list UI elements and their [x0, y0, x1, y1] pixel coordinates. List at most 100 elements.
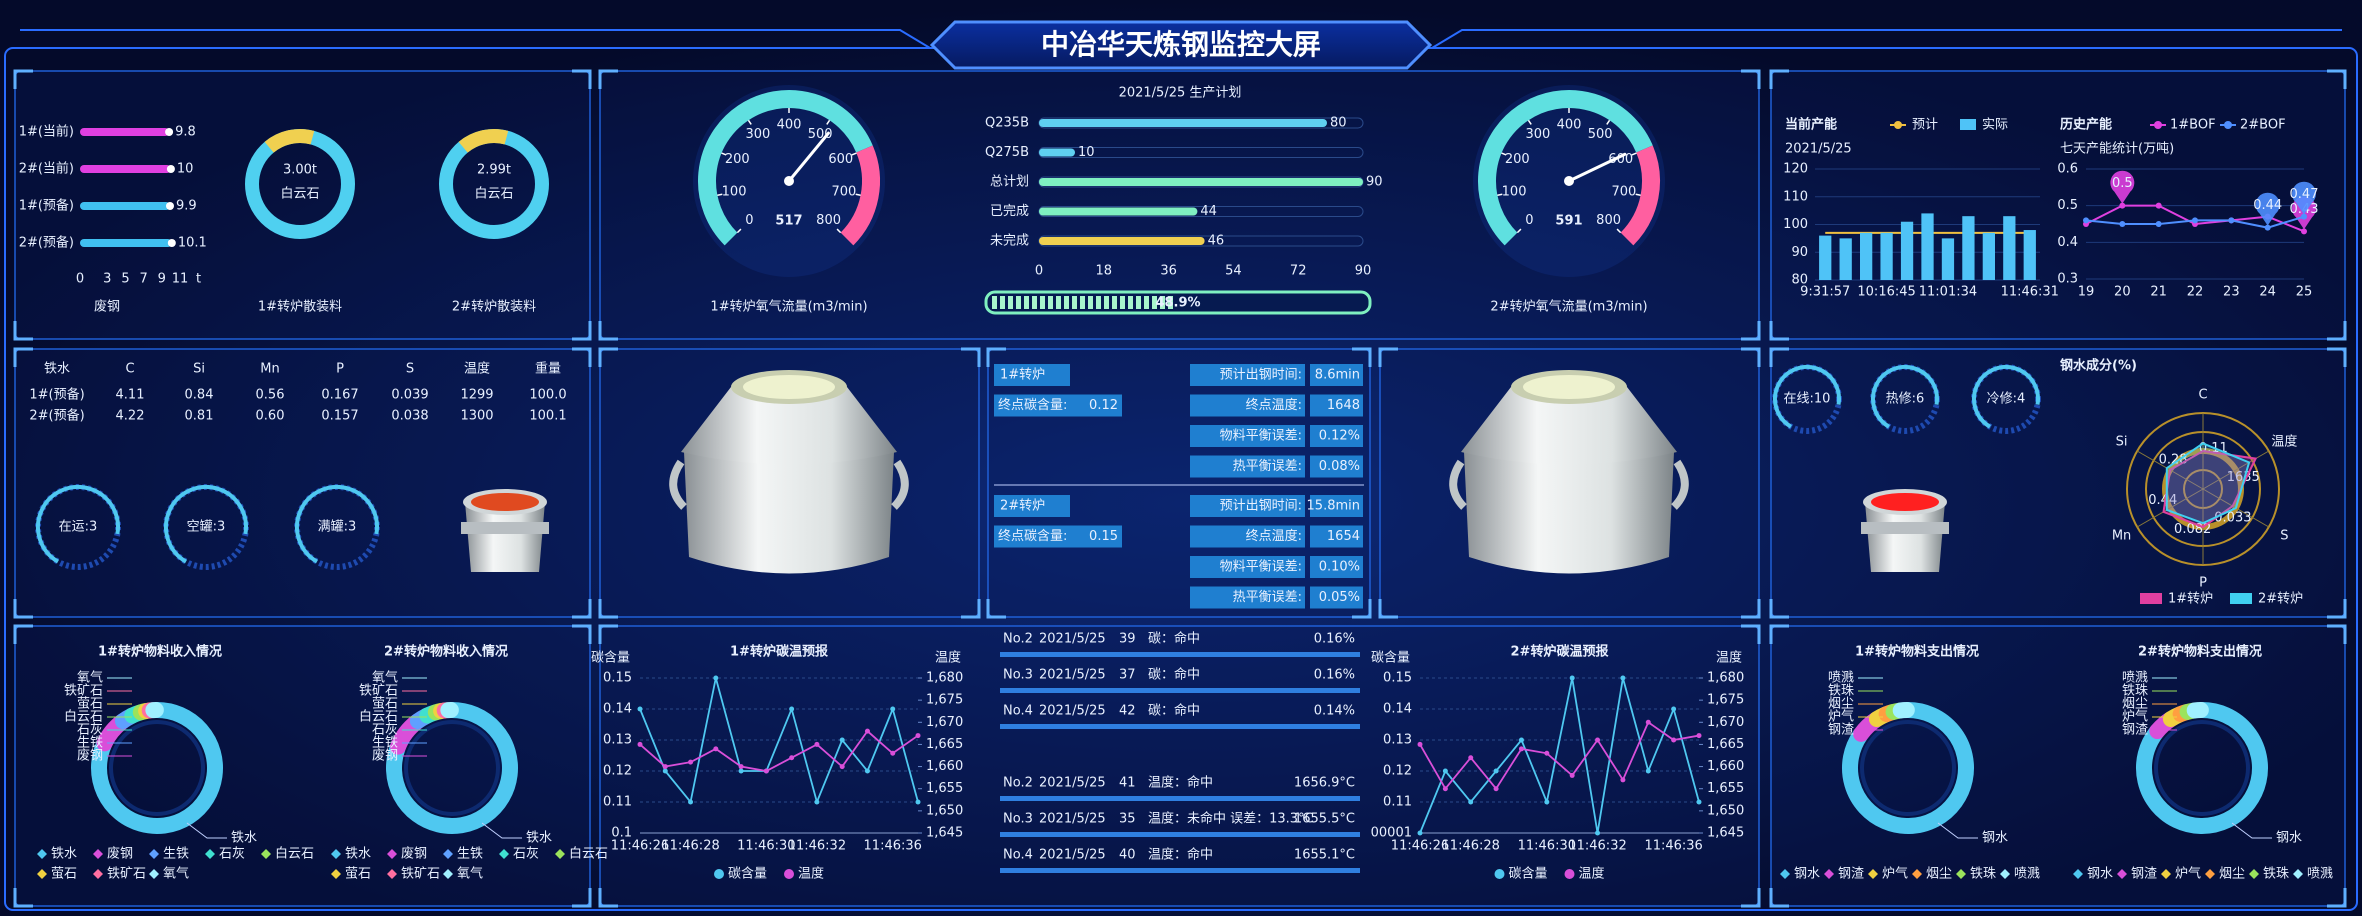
pie-label: 萤石 — [77, 697, 103, 712]
legend-label: 萤石 — [51, 867, 77, 882]
table-header: P — [336, 362, 344, 377]
pie-label: 烟尘 — [1828, 697, 1854, 712]
legend-swatch — [2230, 593, 2252, 604]
legend-swatch — [1894, 121, 1902, 129]
gauge-tick-label: 600 — [828, 152, 853, 167]
log-date: 2021/5/25 — [1039, 812, 1106, 827]
point — [1417, 830, 1423, 836]
log-result: 碳：命中 — [1148, 631, 1200, 647]
point — [713, 675, 719, 681]
point — [2228, 217, 2235, 224]
y-tick-label: 0.15 — [1383, 671, 1412, 686]
point — [1442, 786, 1448, 792]
chart-caption: 废钢 — [94, 299, 120, 315]
log-seq: 41 — [1119, 776, 1136, 791]
legend-swatch — [2224, 121, 2232, 129]
table-header: 重量 — [535, 361, 561, 377]
gauge-tick-label: 600 — [1608, 152, 1633, 167]
legend-label: 钢水 — [1794, 867, 1820, 882]
radar-axis — [2136, 488, 2204, 528]
pie-label: 炉气 — [2122, 709, 2148, 725]
log-date: 2021/5/25 — [1039, 776, 1106, 791]
info-value: 0.15 — [1089, 529, 1118, 544]
gauge-band-alert — [840, 145, 880, 246]
donut-value: 2.99t — [477, 163, 511, 178]
bar — [80, 202, 170, 210]
bar — [1039, 207, 1198, 216]
legend-label: 钢水 — [2087, 867, 2113, 882]
y-tick-label: 0.4 — [2057, 235, 2078, 250]
table-cell: 0.038 — [391, 409, 428, 424]
pie-segment — [91, 702, 223, 834]
legend-label: 白云石 — [275, 846, 314, 862]
bar-label: Q275B — [985, 145, 1029, 160]
legend-label: 萤石 — [345, 867, 371, 882]
legend-label: 炉气 — [1882, 866, 1908, 882]
point — [1620, 675, 1626, 681]
bar-label: 1#(当前) — [19, 124, 74, 140]
pie-shadow — [1860, 720, 1956, 816]
point — [2155, 221, 2162, 227]
pie-label: 废钢 — [372, 748, 398, 764]
legend-swatch — [443, 849, 453, 859]
panel-corner — [1769, 69, 2347, 341]
info-box — [1310, 364, 1363, 386]
gauge-tick-label: 300 — [1525, 127, 1550, 142]
pie-shadow — [109, 720, 205, 816]
legend-swatch — [93, 849, 103, 859]
point — [915, 799, 921, 805]
gauge-tick — [721, 152, 727, 156]
pie-label: 白云石 — [64, 709, 103, 725]
point — [814, 741, 820, 747]
info-label: 热平衡误差: — [1233, 590, 1302, 605]
legend-label: 石灰 — [513, 847, 539, 862]
info-box — [1310, 425, 1363, 447]
pie-segment — [2136, 702, 2268, 834]
bar-label: 1#(预备) — [19, 198, 74, 214]
pin — [2110, 170, 2135, 204]
legend-label: 碳含量 — [1509, 866, 1548, 882]
ring-label: 在运:3 — [59, 520, 98, 535]
info-box — [1190, 425, 1305, 447]
x-tick-label: 11:46:36 — [864, 839, 922, 854]
panel-corner — [13, 624, 592, 908]
y2-tick-label: 1,665 — [926, 737, 963, 752]
point — [1595, 830, 1601, 836]
y2-tick-label: 1,675 — [926, 693, 963, 708]
pie-label: 萤石 — [372, 697, 398, 712]
point — [2119, 202, 2126, 209]
gauge-tick-label: 100 — [1502, 184, 1527, 199]
legend-label: 钢渣 — [2131, 867, 2157, 882]
leader — [186, 822, 227, 839]
point — [890, 750, 896, 756]
gauge-tick — [1497, 193, 1503, 196]
log-result: 温度：命中 — [1148, 847, 1213, 863]
point — [1595, 737, 1601, 743]
legend-swatch — [205, 849, 215, 859]
point — [1493, 768, 1499, 774]
point — [915, 733, 921, 739]
bar-label: 2#(当前) — [19, 161, 74, 177]
log-seq: 39 — [1119, 632, 1136, 647]
value-label: 10 — [1078, 145, 1095, 160]
y-tick-label: 0.14 — [603, 702, 632, 717]
bar — [1900, 221, 1914, 280]
legend-swatch — [1868, 869, 1878, 879]
gauge-band — [1478, 90, 1653, 246]
table-cell: 1299 — [460, 388, 493, 403]
point — [1544, 750, 1550, 756]
gauge-tick — [826, 119, 831, 125]
legend-label: 炉气 — [2175, 866, 2201, 882]
furnace-body — [1464, 452, 1674, 574]
gauge-hub — [784, 176, 794, 186]
legend-swatch — [1912, 869, 1922, 879]
legend-label: 1#转炉 — [2168, 592, 2213, 607]
value-label: 46 — [1208, 234, 1225, 249]
value-label: 90 — [1366, 175, 1383, 190]
point — [864, 728, 870, 734]
ring-label: 热修:6 — [1886, 392, 1925, 407]
gauge-tick — [1616, 228, 1622, 234]
info-box — [1310, 495, 1363, 517]
x-tick-label: 10:16:45 — [1857, 285, 1915, 300]
